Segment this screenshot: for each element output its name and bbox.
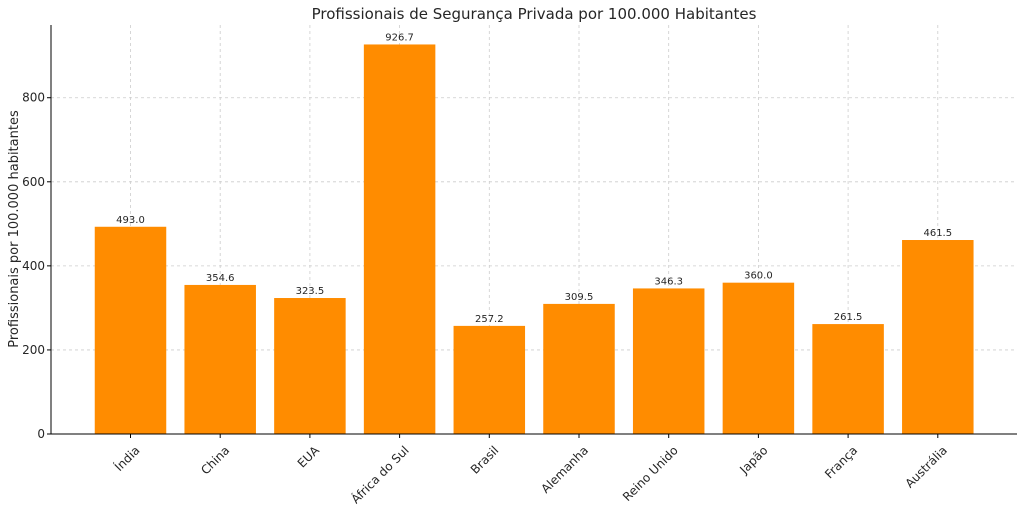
bar-value-label: 493.0 [116, 215, 145, 226]
bar [902, 240, 974, 434]
x-tick-label: Reino Unido [620, 443, 681, 504]
bar-value-label: 261.5 [834, 312, 863, 323]
x-tick-label: África do Sul [348, 443, 412, 507]
y-tick-label: 600 [22, 175, 45, 189]
x-tick-label: Austrália [902, 443, 949, 490]
bar-value-label: 360.0 [744, 271, 773, 282]
x-tick-label: EUA [295, 443, 323, 471]
bars [94, 44, 974, 434]
bar [632, 288, 705, 434]
x-tick-label: China [198, 443, 232, 477]
bar [453, 325, 526, 434]
bar [274, 298, 346, 434]
bar [812, 324, 884, 434]
bar [363, 44, 436, 434]
chart-title: Profissionais de Segurança Privada por 1… [312, 5, 757, 23]
bar-value-label: 257.2 [475, 314, 504, 325]
bar-value-label: 346.3 [654, 276, 683, 287]
bar-value-label: 323.5 [296, 286, 325, 297]
y-tick-label: 400 [22, 259, 45, 273]
bar-value-label: 354.6 [206, 273, 235, 284]
x-axis-ticks: Índia China EUA África do Sul Brasil Alemanha… [111, 434, 950, 506]
y-tick-label: 200 [22, 343, 45, 357]
bar [94, 226, 167, 434]
y-axis-label: Profissionais por 100.000 habitantes [7, 110, 22, 348]
x-tick-label: Alemanha [538, 443, 591, 496]
x-tick-label: Japão [736, 443, 770, 477]
bar [722, 282, 795, 434]
bar [184, 284, 256, 434]
x-tick-label: França [822, 443, 860, 481]
y-axis-ticks: 0 200 400 600 800 [22, 91, 51, 441]
data-labels: 493.0 354.6 323.5 926.7 257.2 309.5 346.3 360.0… [116, 32, 952, 324]
x-tick-label: Brasil [468, 443, 502, 477]
bar [543, 303, 615, 434]
y-tick-label: 800 [22, 91, 45, 105]
x-tick-label: Índia [111, 443, 142, 474]
bar-value-label: 926.7 [385, 32, 414, 43]
y-tick-label: 0 [37, 427, 45, 441]
bar-value-label: 461.5 [923, 228, 952, 239]
bar-value-label: 309.5 [565, 292, 594, 303]
